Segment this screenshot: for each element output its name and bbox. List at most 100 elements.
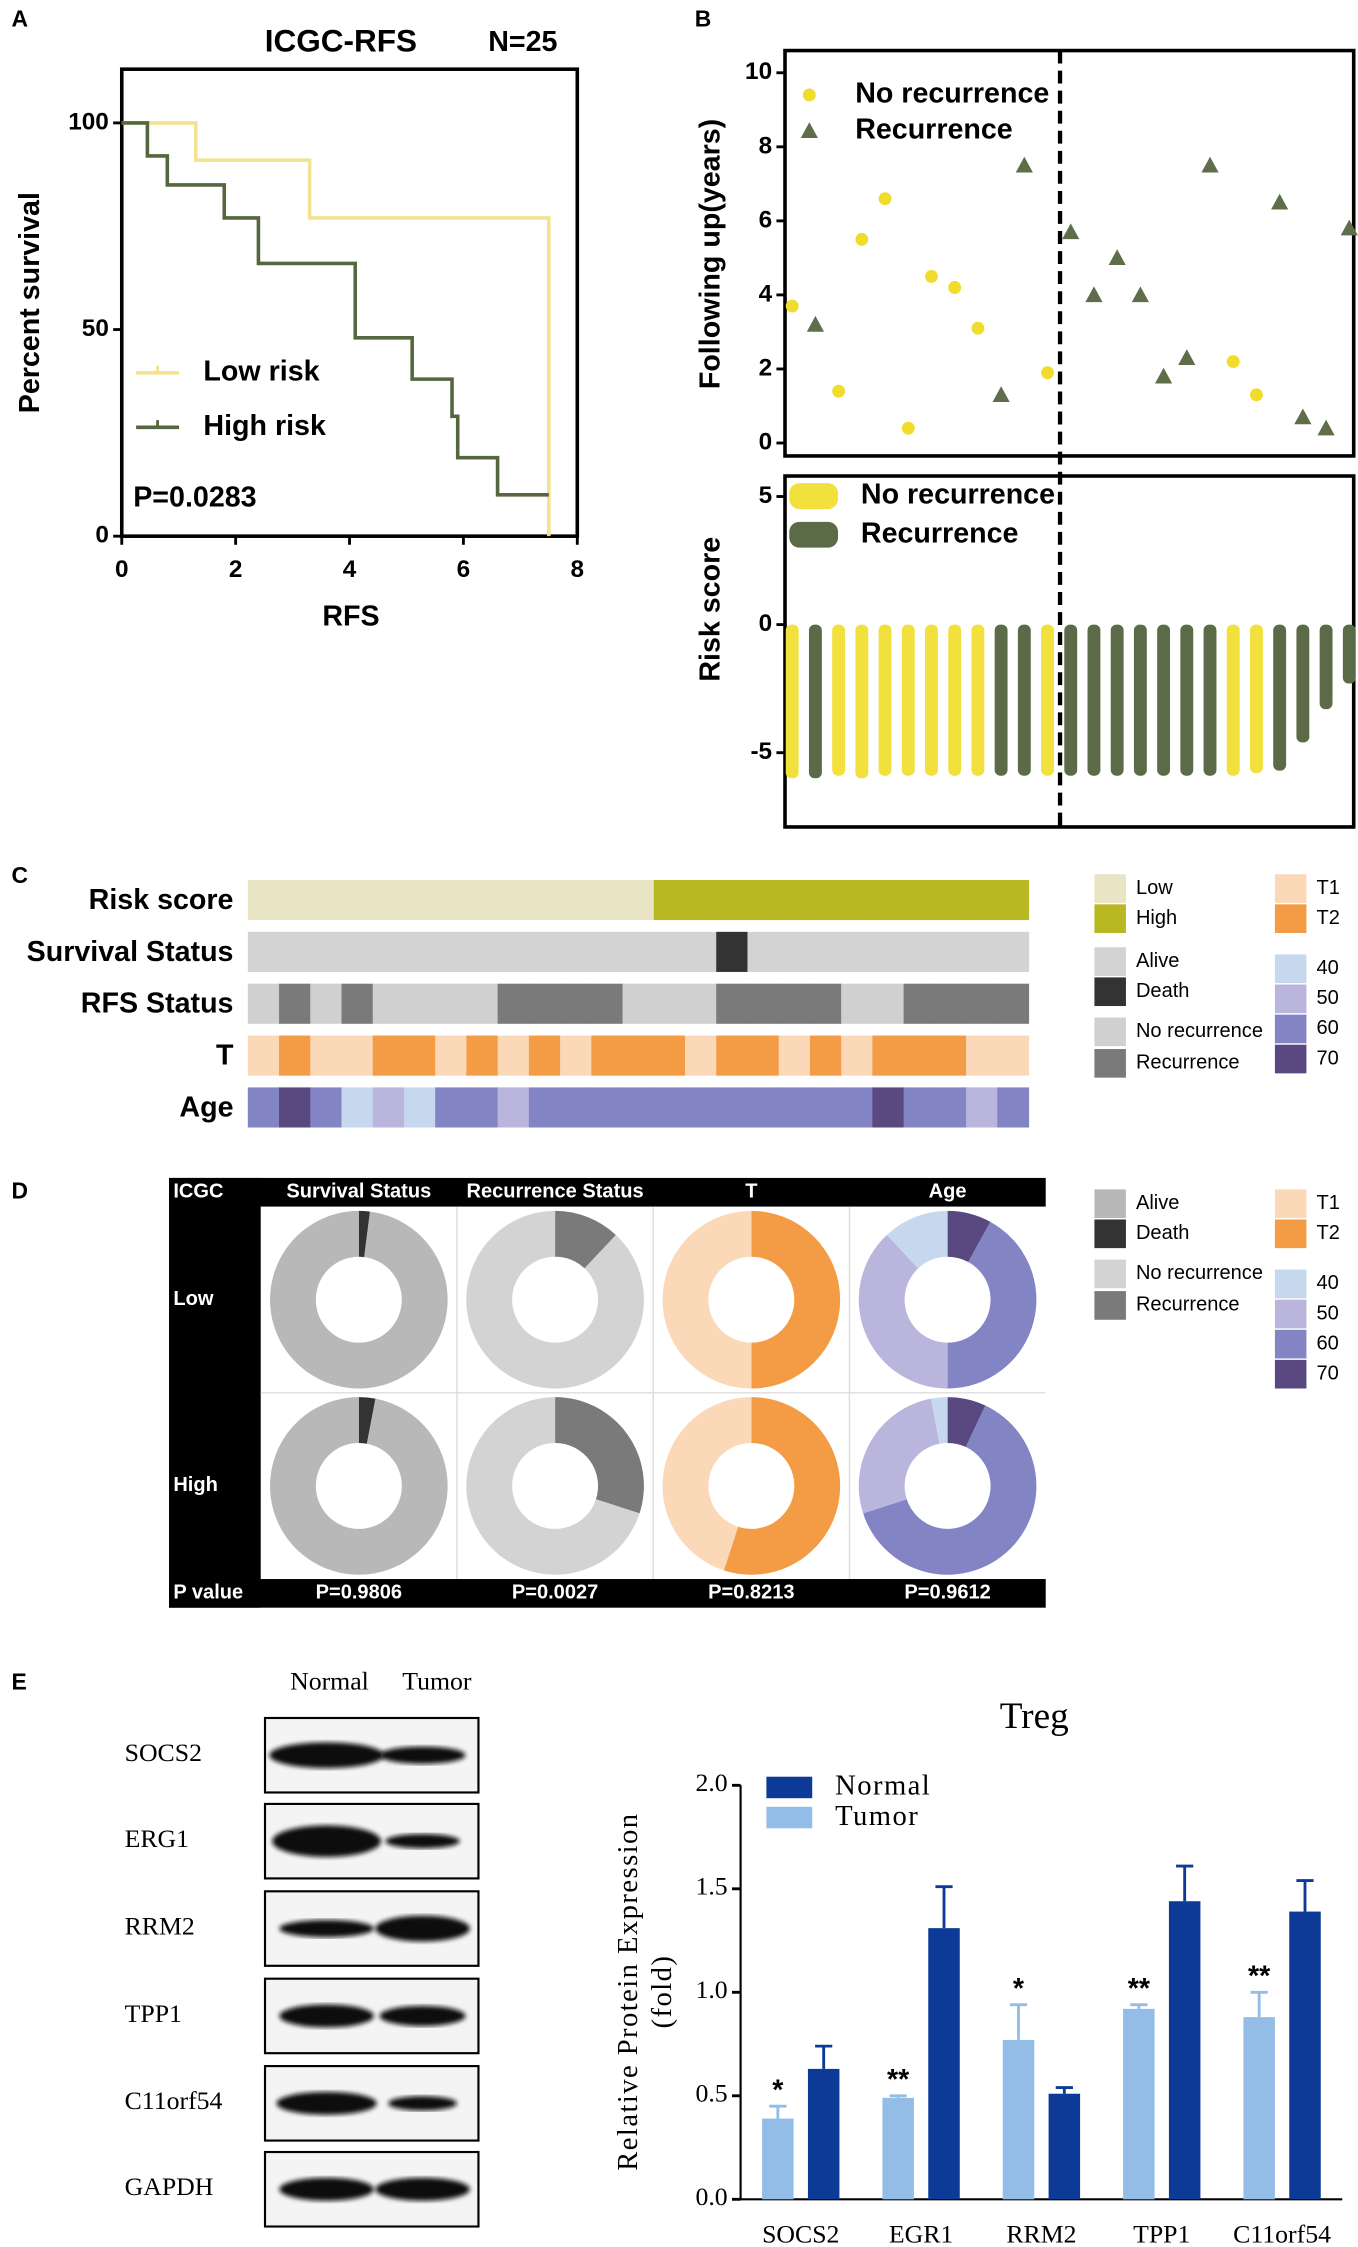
significance-label: ** xyxy=(1128,1973,1151,2005)
x-tick-label: RRM2 xyxy=(1006,2219,1076,2247)
heatmap-cell xyxy=(809,983,842,1024)
bar xyxy=(1243,2017,1275,2200)
heatmap-cell xyxy=(247,1087,280,1128)
legend-swatch xyxy=(1274,1044,1307,1074)
bar xyxy=(1087,624,1101,776)
blot-band xyxy=(379,1746,466,1764)
bar xyxy=(785,624,799,779)
donut-segment xyxy=(466,1210,644,1389)
p-value: P=0.9612 xyxy=(904,1582,990,1604)
legend-label: Alive xyxy=(1136,1192,1179,1214)
bar xyxy=(971,624,985,776)
panel-label: E xyxy=(11,1669,26,1695)
p-value: P=0.8213 xyxy=(708,1582,794,1604)
heatmap-cell xyxy=(966,931,998,972)
heatmap-cell xyxy=(653,1087,686,1128)
y-tick-label: 2 xyxy=(759,354,773,381)
bar xyxy=(1048,2093,1081,2200)
y-tick-label: 0 xyxy=(759,428,773,455)
legend-swatch xyxy=(1274,954,1307,984)
y-tick-label: 0.0 xyxy=(695,2182,727,2211)
heatmap-cell xyxy=(341,983,374,1024)
heatmap-cell xyxy=(528,1087,561,1128)
blot-band xyxy=(279,2177,374,2201)
legend-label: Recurrence xyxy=(855,113,1013,145)
bar xyxy=(832,624,846,776)
heatmap-cell xyxy=(497,879,530,921)
heatmap-cell xyxy=(466,1035,499,1076)
x-tick-label: C11orf54 xyxy=(1233,2219,1331,2247)
heatmap-cell xyxy=(279,1035,311,1076)
legend-swatch xyxy=(789,521,839,548)
bar xyxy=(882,2097,914,2200)
triangle-point xyxy=(992,386,1010,403)
bar xyxy=(1157,624,1171,776)
legend-swatch xyxy=(800,122,818,138)
legend-label: No recurrence xyxy=(855,78,1049,110)
heatmap-cell xyxy=(841,879,873,921)
donut-segment xyxy=(466,1397,640,1575)
legend-swatch xyxy=(1274,1219,1307,1249)
heatmap-cell xyxy=(403,1035,436,1076)
heatmap-cell xyxy=(841,931,873,972)
bar xyxy=(1273,624,1287,771)
heatmap-cell xyxy=(685,879,717,921)
heatmap-cell xyxy=(685,1035,717,1076)
heatmap-cell xyxy=(997,879,1030,921)
error-bar xyxy=(815,2044,833,2069)
heatmap-cell xyxy=(809,931,842,972)
legend-label: Recurrence xyxy=(1136,1052,1240,1074)
triangle-point xyxy=(1271,193,1289,210)
row-label: Risk score xyxy=(89,884,234,916)
error-bar xyxy=(1009,2003,1028,2040)
heatmap-cell xyxy=(934,931,967,972)
heatmap-cell xyxy=(372,1035,405,1076)
heatmap-cell xyxy=(528,983,561,1024)
heatmap-cell xyxy=(310,879,343,921)
heatmap-cell xyxy=(903,879,936,921)
y-tick-label: 10 xyxy=(745,58,772,85)
column-label: Recurrence Status xyxy=(467,1181,644,1203)
blot-row-label: SOCS2 xyxy=(125,1738,202,1767)
donut-segment xyxy=(863,1405,1037,1575)
legend-label: No recurrence xyxy=(1136,1262,1263,1284)
heatmap-cell xyxy=(934,983,967,1024)
y-tick-label: 6 xyxy=(759,206,773,233)
bar xyxy=(1342,624,1356,684)
legend-swatch xyxy=(1274,1329,1307,1359)
row-label: Survival Status xyxy=(27,936,234,968)
heatmap-cell xyxy=(903,1087,936,1128)
bar xyxy=(807,2068,840,2200)
heatmap-cell xyxy=(653,879,686,921)
heatmap-cell xyxy=(403,1087,436,1128)
heatmap-cell xyxy=(747,1035,780,1076)
legend-swatch xyxy=(802,88,816,102)
heatmap-cell xyxy=(310,931,343,972)
heatmap-cell xyxy=(841,983,873,1024)
blot-band xyxy=(269,1742,384,1769)
heatmap-cell xyxy=(466,879,499,921)
blot-band xyxy=(375,1915,470,1942)
blot-column-label: Normal xyxy=(290,1667,369,1696)
y-tick-label: 4 xyxy=(759,280,773,307)
p-value: P=0.0283 xyxy=(133,481,256,513)
donut-segment xyxy=(858,1234,948,1389)
legend-label: 40 xyxy=(1316,1272,1338,1294)
heatmap-cell xyxy=(247,931,280,972)
legend-swatch xyxy=(1274,1014,1307,1044)
bar xyxy=(1110,624,1124,776)
heatmap-cell xyxy=(591,931,624,972)
heatmap-cell xyxy=(903,1035,936,1076)
heatmap-cell xyxy=(403,931,436,972)
triangle-point xyxy=(1178,349,1196,366)
bar xyxy=(1064,624,1078,776)
heatmap-cell xyxy=(966,879,998,921)
x-tick-label: EGR1 xyxy=(889,2219,953,2247)
blot-column-label: Tumor xyxy=(402,1667,472,1696)
survival-curve xyxy=(121,121,551,537)
legend-swatch xyxy=(1094,1049,1126,1078)
column-label: Survival Status xyxy=(286,1181,431,1203)
circle-point xyxy=(1249,388,1263,402)
blot-band xyxy=(279,2004,374,2028)
heatmap-cell xyxy=(778,1087,811,1128)
